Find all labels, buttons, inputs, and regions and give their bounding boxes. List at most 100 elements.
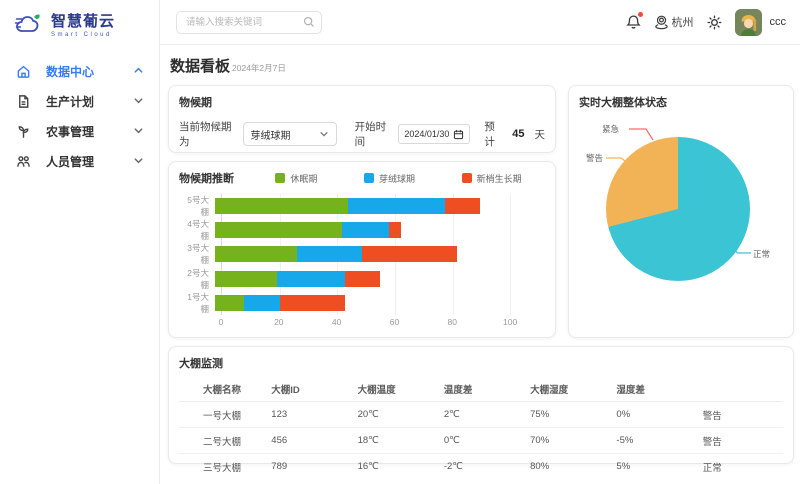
cloud-logo-icon	[14, 11, 44, 37]
table-cell: 20℃	[351, 401, 438, 428]
pie-label-normal: 正常	[753, 249, 771, 259]
bar-row: 3号大棚	[179, 243, 539, 265]
avatar[interactable]	[734, 8, 762, 36]
greenhouse-status-pie-card: 实时大棚整体状态 紧急 警告 正常	[568, 85, 794, 338]
sidebar-item-label: 人员管理	[46, 154, 95, 169]
bar-segment[interactable]	[215, 294, 245, 311]
table-cell: 456	[265, 427, 352, 454]
table-cell: -2℃	[443, 461, 463, 472]
sidebar-item-personnel-management[interactable]: 人员管理	[0, 146, 159, 176]
bar-legend: 休眠期 芽绒球期 新梢生长期	[252, 172, 545, 185]
username-label: ccc	[769, 16, 787, 28]
chevron-down-icon	[133, 125, 145, 137]
monitor-table: 大棚名称 大棚ID 大棚温度 温度差 大棚湿度 湿度差 一号大棚 123 20℃ 2℃ 75% 0%…	[179, 377, 783, 479]
chevron-down-icon	[133, 95, 145, 107]
bar-segment[interactable]	[362, 246, 457, 263]
sidebar: 智慧葡云 Smart Cloud 数据中心 生产计划	[0, 0, 160, 484]
phenology-select[interactable]: 芽绒球期	[242, 122, 337, 146]
chevron-down-icon	[319, 129, 329, 139]
bar-segment[interactable]	[215, 270, 277, 287]
legend-item[interactable]: 休眠期	[275, 172, 317, 185]
search-icon[interactable]	[303, 16, 315, 28]
brand-logo[interactable]: 智慧葡云 Smart Cloud	[0, 0, 159, 46]
estimate-days-value: 45	[512, 128, 525, 140]
x-tick-label: 100	[502, 317, 518, 327]
bar-segment[interactable]	[344, 270, 380, 287]
legend-swatch-icon	[363, 173, 374, 183]
phenology-select-value: 芽绒球期	[250, 130, 291, 142]
main-content: 数据看板 2024年2月7日 物候期 当前物候期为 芽绒球期	[160, 45, 800, 484]
start-date-input[interactable]: 2024/01/30	[398, 124, 471, 144]
sidebar-nav: 数据中心 生产计划 农事管理	[0, 56, 159, 176]
notification-bell-icon[interactable]	[625, 12, 643, 30]
bar-track	[215, 198, 539, 215]
legend-swatch-icon	[461, 173, 472, 183]
sidebar-item-production-plan[interactable]: 生产计划	[0, 86, 159, 116]
bar-segment[interactable]	[444, 198, 481, 215]
bar-segment[interactable]	[297, 246, 363, 263]
table-row[interactable]: 一号大棚 123 20℃ 2℃ 75% 0% 警告	[179, 401, 783, 428]
bar-plot: 5号大棚 4号大棚 3号大棚 2号大棚 1号大棚 0 20 40 60 80 100	[179, 194, 545, 329]
phenology-card-title: 物候期	[179, 97, 212, 109]
search-box	[176, 10, 322, 34]
brand-subtitle: Smart Cloud	[51, 32, 112, 38]
calendar-icon	[453, 129, 464, 140]
x-tick-label: 80	[447, 317, 457, 327]
bar-segment[interactable]	[388, 222, 401, 239]
pie-chart[interactable]	[606, 137, 750, 281]
sidebar-item-farm-management[interactable]: 农事管理	[0, 116, 159, 146]
bar-segment[interactable]	[276, 270, 345, 287]
document-icon	[16, 93, 32, 109]
table-cell: 三号大棚	[203, 462, 242, 474]
table-row[interactable]: 二号大棚 456 18℃ 0℃ 70% -5% 警告	[179, 427, 783, 454]
table-cell: 16℃	[357, 461, 379, 472]
bar-segment[interactable]	[215, 198, 348, 215]
column-header: 大棚湿度	[524, 377, 611, 402]
greenhouse-monitor-card: 大棚监测 大棚名称 大棚ID 大棚温度 温度差 大棚湿度 湿度差 一号大棚 123 20℃ 2℃…	[168, 346, 794, 474]
monitor-table-body: 一号大棚 123 20℃ 2℃ 75% 0% 警告 二号大棚 456 18℃ 0℃ 70% -5% 警告三…	[179, 401, 783, 480]
table-cell: 80%	[530, 461, 550, 472]
monitor-card-title: 大棚监测	[179, 358, 223, 370]
sidebar-item-label: 数据中心	[46, 64, 95, 79]
legend-label: 休眠期	[290, 173, 318, 184]
table-cell: 一号大棚	[179, 401, 266, 428]
pie-label-emergency: 紧急	[602, 124, 620, 134]
pie-label-warning: 警告	[586, 153, 604, 163]
bar-xaxis: 0 20 40 60 80 100	[219, 317, 539, 329]
search-input[interactable]	[176, 10, 322, 34]
phenology-bar-chart-card: 物候期推断 休眠期 芽绒球期 新梢生长期 5号大棚 4号大棚 3号大棚 2号大棚 1号大棚 …	[168, 161, 556, 338]
bar-segment[interactable]	[244, 294, 280, 311]
table-row[interactable]: 三号大棚 789 16℃ -2℃ 80% 5% 正常	[179, 454, 783, 480]
chevron-up-icon	[133, 65, 145, 77]
legend-item[interactable]: 芽绒球期	[363, 172, 415, 185]
table-cell: 0%	[610, 401, 697, 428]
bar-track	[215, 222, 539, 239]
people-icon	[16, 153, 32, 169]
bar-category-label: 2号大棚	[187, 267, 209, 290]
bar-segment[interactable]	[279, 294, 345, 311]
bar-segment[interactable]	[341, 222, 389, 239]
x-tick-label: 40	[331, 317, 342, 327]
bar-row: 4号大棚	[179, 219, 539, 241]
estimate-label: 预计	[484, 121, 495, 148]
bar-category-label: 4号大棚	[187, 219, 209, 242]
start-time-label: 开始时间	[354, 121, 387, 148]
sidebar-item-label: 农事管理	[46, 124, 95, 139]
bar-category-label: 3号大棚	[187, 243, 209, 266]
bar-segment[interactable]	[215, 246, 298, 263]
legend-label: 芽绒球期	[378, 173, 415, 184]
location-selector[interactable]: 杭州	[654, 14, 694, 30]
table-cell: 二号大棚	[179, 427, 266, 454]
column-header: 大棚ID	[265, 377, 352, 402]
table-cell: 5%	[616, 461, 631, 472]
gridline	[510, 194, 512, 315]
bar-segment[interactable]	[347, 198, 445, 215]
column-header: 湿度差	[610, 377, 697, 402]
theme-sun-icon[interactable]	[706, 14, 722, 30]
bar-category-label: 1号大棚	[187, 291, 209, 314]
bar-row: 5号大棚	[179, 195, 539, 217]
sidebar-item-data-center[interactable]: 数据中心	[0, 56, 159, 86]
legend-item[interactable]: 新梢生长期	[461, 172, 522, 185]
bar-segment[interactable]	[215, 222, 342, 239]
column-header: 大棚温度	[351, 377, 438, 402]
